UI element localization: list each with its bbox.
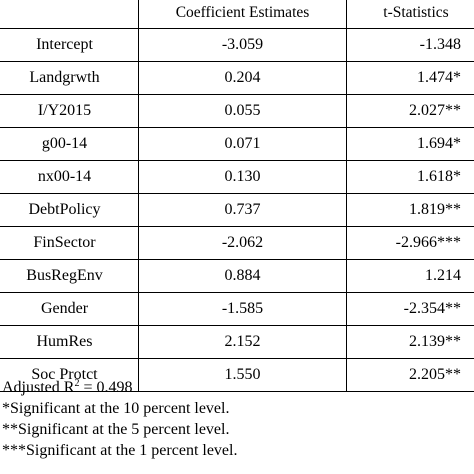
variable-name-cell: Soc Protct <box>0 358 139 392</box>
t-statistic-cell: 2.139** <box>346 325 474 359</box>
variable-name-cell: DebtPolicy <box>0 193 139 227</box>
coefficient-cell: 2.152 <box>138 325 347 359</box>
t-statistic-cell: 1.474* <box>346 61 474 95</box>
adjusted-r2-value: = 0.498 <box>79 379 133 396</box>
table-row: BusRegEnv 0.884 1.214 <box>0 259 474 293</box>
coefficient-cell: 0.737 <box>138 193 347 227</box>
table-header-row: Coefficient Estimates t-Statistics <box>0 0 474 29</box>
adjusted-r-squared-note: Adjusted R2 = 0.498 <box>2 377 237 398</box>
coefficient-cell: -3.059 <box>138 28 347 62</box>
table-row: nx00-14 0.130 1.618* <box>0 160 474 194</box>
table-row: HumRes 2.152 2.139** <box>0 325 474 359</box>
table-row: I/Y2015 0.055 2.027** <box>0 94 474 128</box>
table-row: Intercept -3.059 -1.348 <box>0 28 474 62</box>
variable-name-cell: g00-14 <box>0 127 139 161</box>
variable-name-cell: HumRes <box>0 325 139 359</box>
variable-name-cell: BusRegEnv <box>0 259 139 293</box>
adjusted-r2-label: Adjusted R <box>2 379 75 396</box>
coefficient-cell: 0.055 <box>138 94 347 128</box>
table-row: Soc Protct 1.550 2.205** <box>0 358 474 392</box>
coefficient-cell: -2.062 <box>138 226 347 260</box>
table-row: g00-14 0.071 1.694* <box>0 127 474 161</box>
table-row: Gender -1.585 -2.354** <box>0 292 474 326</box>
table-row: FinSector -2.062 -2.966*** <box>0 226 474 260</box>
regression-results-table: Coefficient Estimates t-Statistics Inter… <box>0 0 474 392</box>
significance-note-1-percent: ***Significant at the 1 percent level. <box>2 442 238 459</box>
coefficient-cell: 1.550 <box>138 358 347 392</box>
variable-name-cell: I/Y2015 <box>0 94 139 128</box>
t-statistic-cell: -2.354** <box>346 292 474 326</box>
column-header-coefficient: Coefficient Estimates <box>138 0 347 29</box>
table-row: Landgrwth 0.204 1.474* <box>0 61 474 95</box>
coefficient-cell: -1.585 <box>138 292 347 326</box>
significance-note-10-percent: *Significant at the 10 percent level. <box>2 400 230 417</box>
variable-name-cell: FinSector <box>0 226 139 260</box>
t-statistic-cell: 1.214 <box>346 259 474 293</box>
coefficient-cell: 0.071 <box>138 127 347 161</box>
t-statistic-cell: 1.819** <box>346 193 474 227</box>
table-body: Intercept -3.059 -1.348 Landgrwth 0.204 1.474… <box>0 28 474 392</box>
t-statistic-cell: -1.348 <box>346 28 474 62</box>
column-header-t-statistics: t-Statistics <box>346 0 474 29</box>
coefficient-cell: 0.130 <box>138 160 347 194</box>
adjusted-r2-superscript: 2 <box>74 378 80 389</box>
variable-name-cell: Gender <box>0 292 139 326</box>
coefficient-cell: 0.204 <box>138 61 347 95</box>
variable-name-cell: Landgrwth <box>0 61 139 95</box>
t-statistic-cell: -2.966*** <box>346 226 474 260</box>
significance-note-5-percent: **Significant at the 5 percent level. <box>2 421 230 438</box>
t-statistic-cell: 2.205** <box>346 358 474 392</box>
table-notes: Adjusted R2 = 0.498 *Significant at the … <box>2 377 237 461</box>
coefficient-cell: 0.884 <box>138 259 347 293</box>
t-statistic-cell: 1.694* <box>346 127 474 161</box>
t-statistic-cell: 1.618* <box>346 160 474 194</box>
variable-name-cell: Intercept <box>0 28 139 62</box>
t-statistic-cell: 2.027** <box>346 94 474 128</box>
variable-name-cell: nx00-14 <box>0 160 139 194</box>
column-header-variable <box>0 0 139 29</box>
table-row: DebtPolicy 0.737 1.819** <box>0 193 474 227</box>
